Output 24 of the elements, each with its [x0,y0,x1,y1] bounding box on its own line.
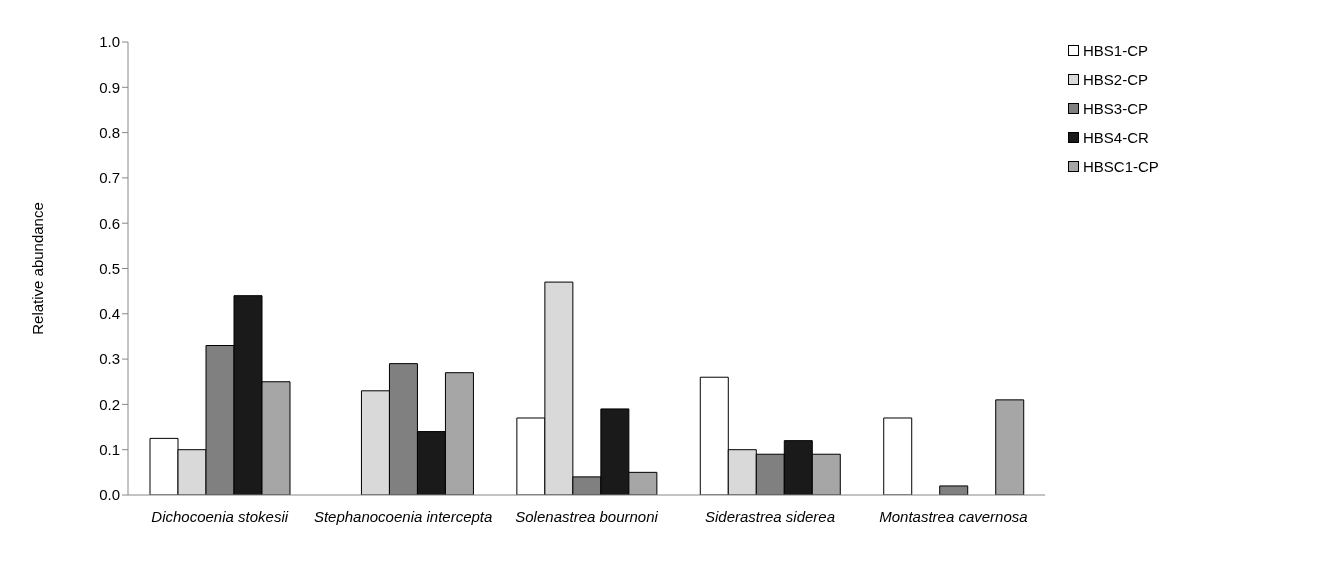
y-tick-label: 0.7 [99,169,120,187]
x-tick-label: Montastrea cavernosa [879,507,1028,525]
x-tick-label: Stephanocoenia intercepta [313,507,493,525]
legend-label: HBSC1-CP [1083,158,1159,175]
bar [883,417,913,495]
x-tick-label: Solenastrea bournoni [515,507,659,525]
y-tick-label: 1.0 [99,33,120,51]
x-tick-label: Dichocoenia stokesii [151,507,289,525]
y-axis-title: Relative abundance [29,202,47,335]
y-tick-label: 0.6 [99,214,120,232]
y-tick-label: 0.0 [99,486,120,504]
y-tick-label: 0.2 [99,395,120,413]
y-tick-label: 0.3 [99,350,120,368]
y-tick-label: 0.9 [99,78,120,96]
legend-label: HBS3-CP [1083,100,1149,117]
bar [995,399,1025,495]
y-tick-label: 0.1 [99,441,120,459]
legend-label: HBS1-CP [1083,42,1149,59]
x-tick-label: Siderastrea siderea [704,507,836,525]
legend-label: HBS2-CP [1083,71,1149,88]
y-tick-label: 0.5 [99,259,120,277]
y-tick-label: 0.4 [99,305,120,323]
y-tick-label: 0.8 [99,123,120,141]
legend-label: HBS4-CR [1083,129,1149,146]
